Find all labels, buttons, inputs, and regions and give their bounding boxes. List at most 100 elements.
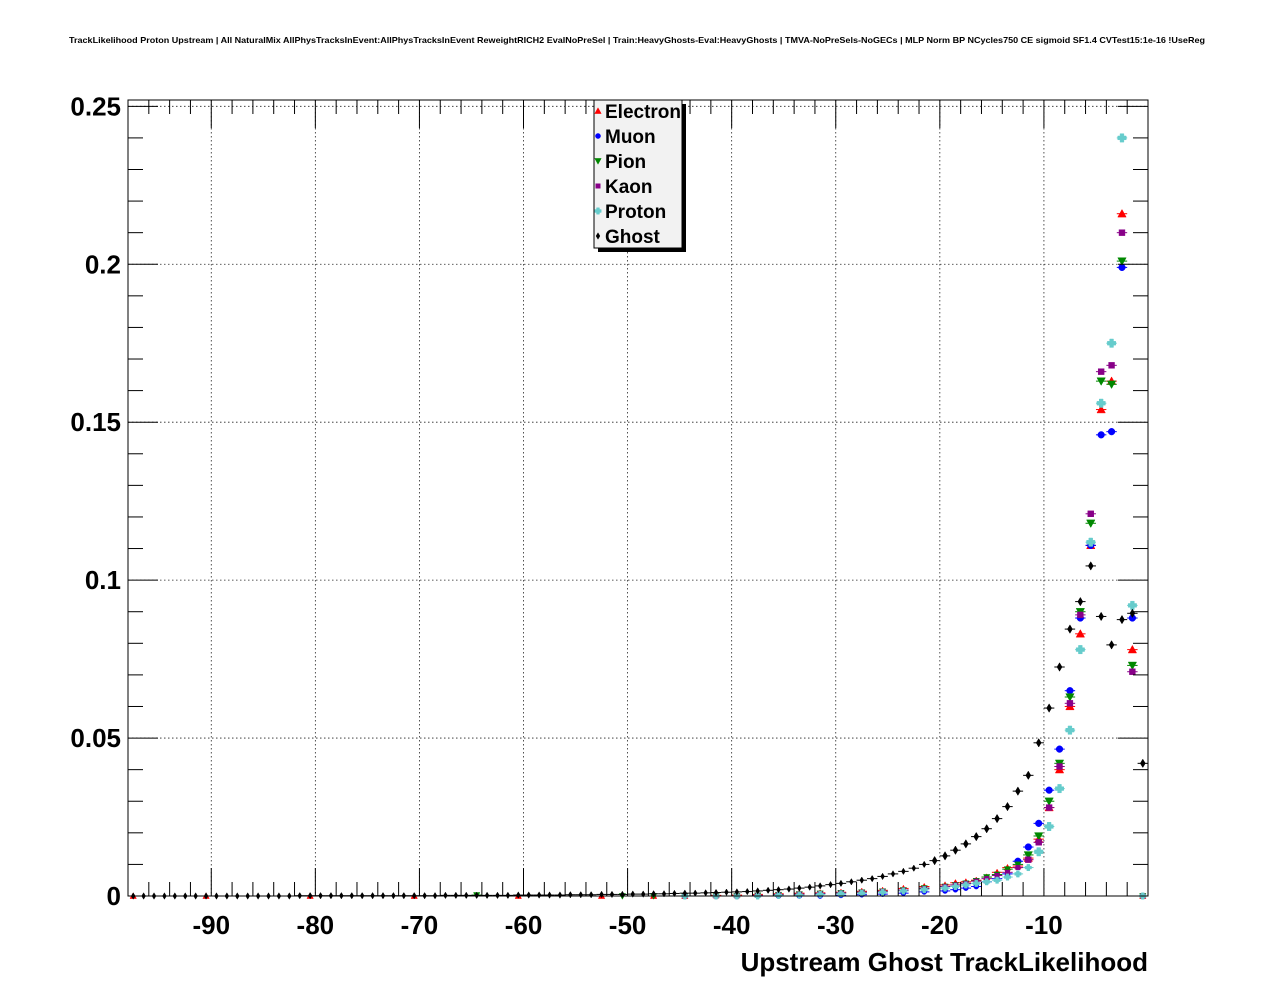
- chart-title: TrackLikelihood Proton Upstream | All Na…: [69, 35, 1205, 45]
- data-point: [972, 879, 980, 887]
- data-point: [734, 888, 740, 896]
- x-axis-title: Upstream Ghost TrackLikelihood: [741, 947, 1148, 977]
- legend-marker: [594, 107, 602, 114]
- data-point: [1108, 362, 1115, 369]
- data-point: [1127, 600, 1137, 610]
- data-point: [724, 888, 729, 896]
- y-tick-label: 0.1: [85, 565, 121, 595]
- data-point: [1066, 687, 1074, 695]
- data-point: [1045, 804, 1053, 811]
- data-point: [962, 881, 970, 889]
- legend-label: Ghost: [605, 227, 661, 248]
- legend-marker: [595, 133, 601, 139]
- data-point: [1119, 614, 1125, 625]
- legend-entry-proton: Proton: [594, 202, 666, 223]
- x-tick-label: -70: [401, 910, 439, 940]
- data-point: [776, 885, 781, 894]
- legend-entry-pion: Pion: [594, 152, 646, 173]
- data-point: [1004, 801, 1011, 812]
- data-point: [1096, 398, 1106, 408]
- data-point: [1035, 839, 1042, 846]
- legend-entries: Electron Muon Pion Kaon Proton Ghost: [594, 102, 681, 248]
- data-point: [816, 890, 824, 898]
- data-point: [837, 890, 845, 898]
- data-point: [983, 878, 991, 886]
- data-point: [1066, 700, 1074, 707]
- legend-entry-muon: Muon: [595, 127, 656, 148]
- data-point: [765, 886, 771, 895]
- data-point: [1056, 662, 1063, 672]
- data-point: [963, 839, 969, 849]
- data-point: [755, 887, 760, 895]
- legend-marker: [594, 207, 602, 215]
- data-point: [661, 890, 667, 898]
- data-point: [1117, 208, 1127, 218]
- data-point: [1117, 133, 1127, 143]
- data-point: [828, 880, 833, 889]
- data-point: [890, 870, 896, 878]
- data-point: [484, 891, 490, 900]
- data-point: [1065, 725, 1075, 735]
- legend-marker: [595, 183, 601, 189]
- data-point: [464, 891, 469, 900]
- data-point: [1129, 668, 1136, 675]
- data-point: [526, 891, 531, 899]
- y-tick-label: 0: [107, 881, 121, 911]
- data-point: [1044, 797, 1054, 806]
- data-point: [1065, 693, 1075, 702]
- data-point: [1077, 611, 1084, 619]
- legend-box: [593, 99, 683, 249]
- data-point: [620, 890, 625, 899]
- data-point: [797, 884, 802, 892]
- data-point: [1044, 822, 1054, 831]
- data-point: [588, 891, 594, 899]
- data-point: [1024, 864, 1032, 872]
- data-point: [1035, 738, 1042, 748]
- x-tick-label: -50: [609, 910, 647, 940]
- data-point: [899, 887, 907, 895]
- data-point: [1025, 770, 1032, 781]
- data-point: [973, 831, 980, 842]
- data-point: [880, 872, 885, 881]
- data-point: [1075, 629, 1085, 638]
- data-point: [1075, 645, 1085, 655]
- data-point: [1097, 368, 1105, 375]
- data-point: [795, 891, 803, 899]
- data-point: [1035, 819, 1043, 827]
- legend-entry-electron: Electron: [594, 102, 681, 123]
- legend-label: Electron: [605, 102, 681, 123]
- x-tick-label: -90: [192, 910, 230, 940]
- y-tick-label: 0.05: [70, 723, 121, 753]
- data-point: [1106, 380, 1117, 390]
- data-point: [952, 845, 959, 855]
- x-tick-label: -60: [505, 910, 543, 940]
- data-point: [1045, 786, 1053, 794]
- legend-label: Proton: [605, 202, 666, 223]
- data-point: [775, 891, 782, 899]
- x-tick-label: -80: [297, 910, 335, 940]
- data-point: [1055, 784, 1064, 794]
- data-point: [1096, 377, 1106, 386]
- data-point: [1097, 431, 1105, 439]
- data-point: [1004, 873, 1011, 881]
- data-point: [651, 890, 656, 898]
- data-point: [993, 876, 1001, 884]
- data-point: [547, 891, 552, 899]
- data-point: [1046, 703, 1052, 713]
- data-point: [1015, 786, 1021, 796]
- legend-entry-kaon: Kaon: [595, 177, 653, 198]
- data-point: [1086, 537, 1096, 547]
- data-point: [1117, 257, 1127, 266]
- data-point: [1087, 510, 1094, 517]
- data-point: [745, 887, 750, 896]
- legend-label: Kaon: [605, 177, 653, 198]
- data-point: [1034, 847, 1044, 857]
- legend: Electron Muon Pion Kaon Proton Ghost: [593, 99, 686, 252]
- data-point: [941, 884, 949, 892]
- data-point: [1024, 843, 1032, 851]
- data-point: [1118, 229, 1126, 236]
- data-point: [869, 874, 875, 883]
- data-point: [672, 889, 677, 898]
- data-point: [1139, 758, 1146, 769]
- legend-marker: [594, 158, 602, 165]
